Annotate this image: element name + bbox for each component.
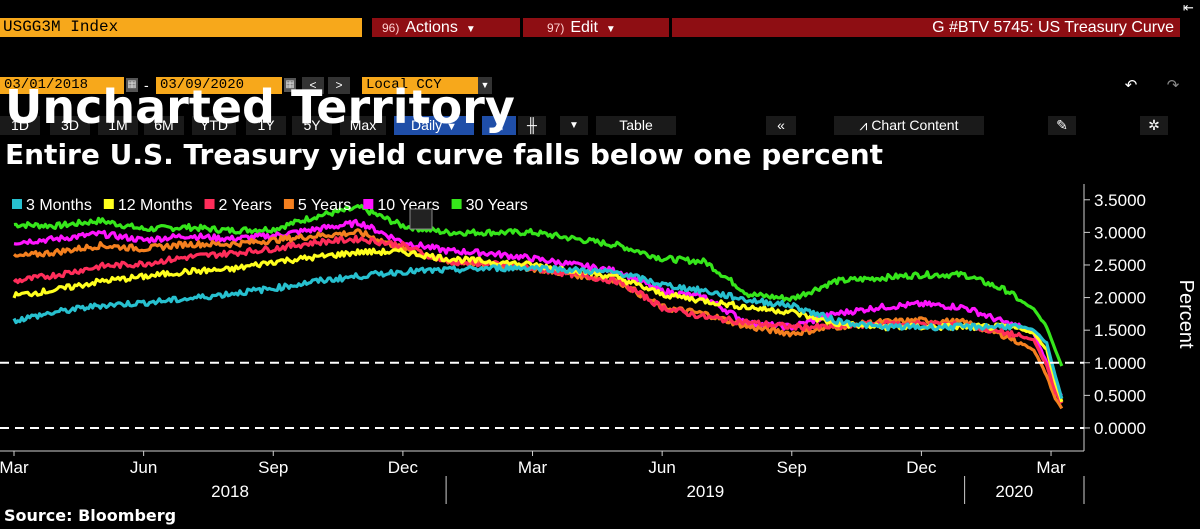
gear-icon[interactable]: ✲ (1140, 116, 1168, 135)
series-line-m3 (12, 264, 1064, 400)
date-separator: - (144, 77, 149, 93)
page-title: Uncharted Territory (5, 80, 515, 134)
year-label: 2020 (995, 482, 1033, 501)
legend-swatch-y10 (363, 199, 374, 209)
x-tick-label: Dec (388, 458, 419, 477)
y-axis-title: Percent (1175, 280, 1197, 349)
edit-label: Edit (570, 19, 598, 36)
currency-select[interactable]: Local CCY (362, 77, 478, 94)
period-3d[interactable]: 3D (50, 116, 90, 135)
chevron-down-icon[interactable]: ▼ (560, 116, 588, 135)
source-note: Source: Bloomberg (4, 506, 177, 525)
y-tick-label: 2.5000 (1094, 256, 1146, 275)
year-label: 2019 (686, 482, 724, 501)
y-tick-label: 0.5000 (1094, 386, 1146, 405)
chevron-left-icon[interactable]: < (302, 77, 324, 94)
period-5y[interactable]: 5Y (292, 116, 332, 135)
legend-label-y2: 2 Years (219, 197, 272, 214)
period-ytd[interactable]: YTD (192, 116, 236, 135)
chevron-down-icon[interactable]: ▼ (478, 77, 492, 94)
chart-content-button[interactable]: ⩘ Chart Content (834, 116, 984, 135)
calendar-icon[interactable]: ▦ (126, 78, 138, 92)
series-line-y2 (12, 234, 1064, 405)
chart-name: G #BTV 5745: US Treasury Curve (932, 19, 1174, 36)
frequency-label: Daily (411, 117, 443, 133)
x-tick-label: Sep (258, 458, 288, 477)
date-range-bar: 03/01/2018 ▦ - 03/09/2020 ▦ < > Local CC… (0, 38, 1200, 94)
legend-label-m3: 3 Months (26, 197, 92, 214)
start-date-input[interactable]: 03/01/2018 (0, 77, 124, 94)
legend-swatch-m12 (103, 199, 114, 209)
page-subtitle: Entire U.S. Treasury yield curve falls b… (5, 138, 884, 171)
legend-swatch-y5 (283, 199, 294, 209)
actions-number: 96) (382, 21, 400, 35)
year-label: 2018 (211, 482, 249, 501)
calendar-icon[interactable]: ▦ (284, 78, 296, 92)
series-line-y10 (13, 218, 1063, 397)
actions-label: Actions (405, 19, 458, 36)
end-date-input[interactable]: 03/09/2020 (156, 77, 282, 94)
x-tick-label: Sep (777, 458, 807, 477)
period-6m[interactable]: 6M (144, 116, 184, 135)
frequency-select[interactable]: Daily ▼ (394, 116, 474, 135)
actions-menu[interactable]: 96) Actions ▼ (372, 18, 520, 37)
chevron-down-icon: ▼ (465, 24, 476, 35)
x-tick-label: Jun (130, 458, 157, 477)
chevron-down-icon: ▼ (446, 121, 457, 133)
legend-swatch-m3 (12, 199, 22, 209)
x-tick-label: Dec (906, 458, 937, 477)
legend-label-y30: 30 Years (466, 197, 528, 214)
y-tick-label: 2.0000 (1094, 289, 1146, 308)
edit-number: 97) (547, 21, 565, 35)
redo-icon[interactable]: ↷ (1166, 77, 1180, 94)
edit-pen-icon[interactable]: ✎ (1048, 116, 1076, 135)
y-tick-label: 3.5000 (1094, 191, 1146, 210)
table-button[interactable]: Table (596, 116, 676, 135)
period-max[interactable]: Max (340, 116, 386, 135)
series-line-y30 (13, 204, 1064, 367)
chart-content-icon: ⩘ (859, 117, 868, 133)
chart-name-bar: G #BTV 5745: US Treasury Curve (672, 18, 1180, 37)
chart-edit-icon[interactable] (409, 208, 433, 230)
y-tick-label: 3.0000 (1094, 223, 1146, 242)
period-1d[interactable]: 1D (0, 116, 40, 135)
y-tick-label: 1.5000 (1094, 321, 1146, 340)
legend-label-y5: 5 Years (298, 197, 351, 214)
legend-swatch-y2 (204, 199, 215, 209)
line-chart-icon[interactable]: ⩘ (482, 116, 516, 135)
ticker-field[interactable]: USGG3M Index (0, 18, 362, 37)
period-toolbar: 1D 3D 1M 6M YTD 1Y 5Y Max Daily ▼ ⩘ ╫ ▼ … (0, 58, 1200, 135)
x-tick-label: Mar (518, 458, 548, 477)
x-tick-label: Mar (0, 458, 29, 477)
chart-content-label: Chart Content (871, 117, 959, 133)
period-1y[interactable]: 1Y (246, 116, 286, 135)
edit-menu[interactable]: 97) Edit ▼ (523, 18, 669, 37)
bar-style-icon[interactable]: ╫ (518, 116, 546, 135)
y-tick-label: 0.0000 (1094, 419, 1146, 438)
y-tick-label: 1.0000 (1094, 354, 1146, 373)
chevron-right-icon[interactable]: > (328, 77, 350, 94)
undo-icon[interactable]: ↶ (1124, 77, 1138, 94)
chevron-down-icon: ▼ (605, 24, 616, 35)
legend-swatch-y30 (451, 199, 462, 209)
collapse-icon[interactable]: « (766, 116, 796, 135)
function-bar: USGG3M Index 96) Actions ▼ 97) Edit ▼ G #BTV… (0, 0, 1200, 38)
x-tick-label: Jun (648, 458, 675, 477)
period-1m[interactable]: 1M (98, 116, 138, 135)
exit-icon[interactable]: ⇤ (1183, 0, 1194, 15)
x-tick-label: Mar (1036, 458, 1066, 477)
legend-label-m12: 12 Months (118, 197, 193, 214)
yield-curve-chart: 3.5000 3.0000 2.5000 2.0000 1.5000 1.0000 0.50… (0, 184, 1197, 504)
